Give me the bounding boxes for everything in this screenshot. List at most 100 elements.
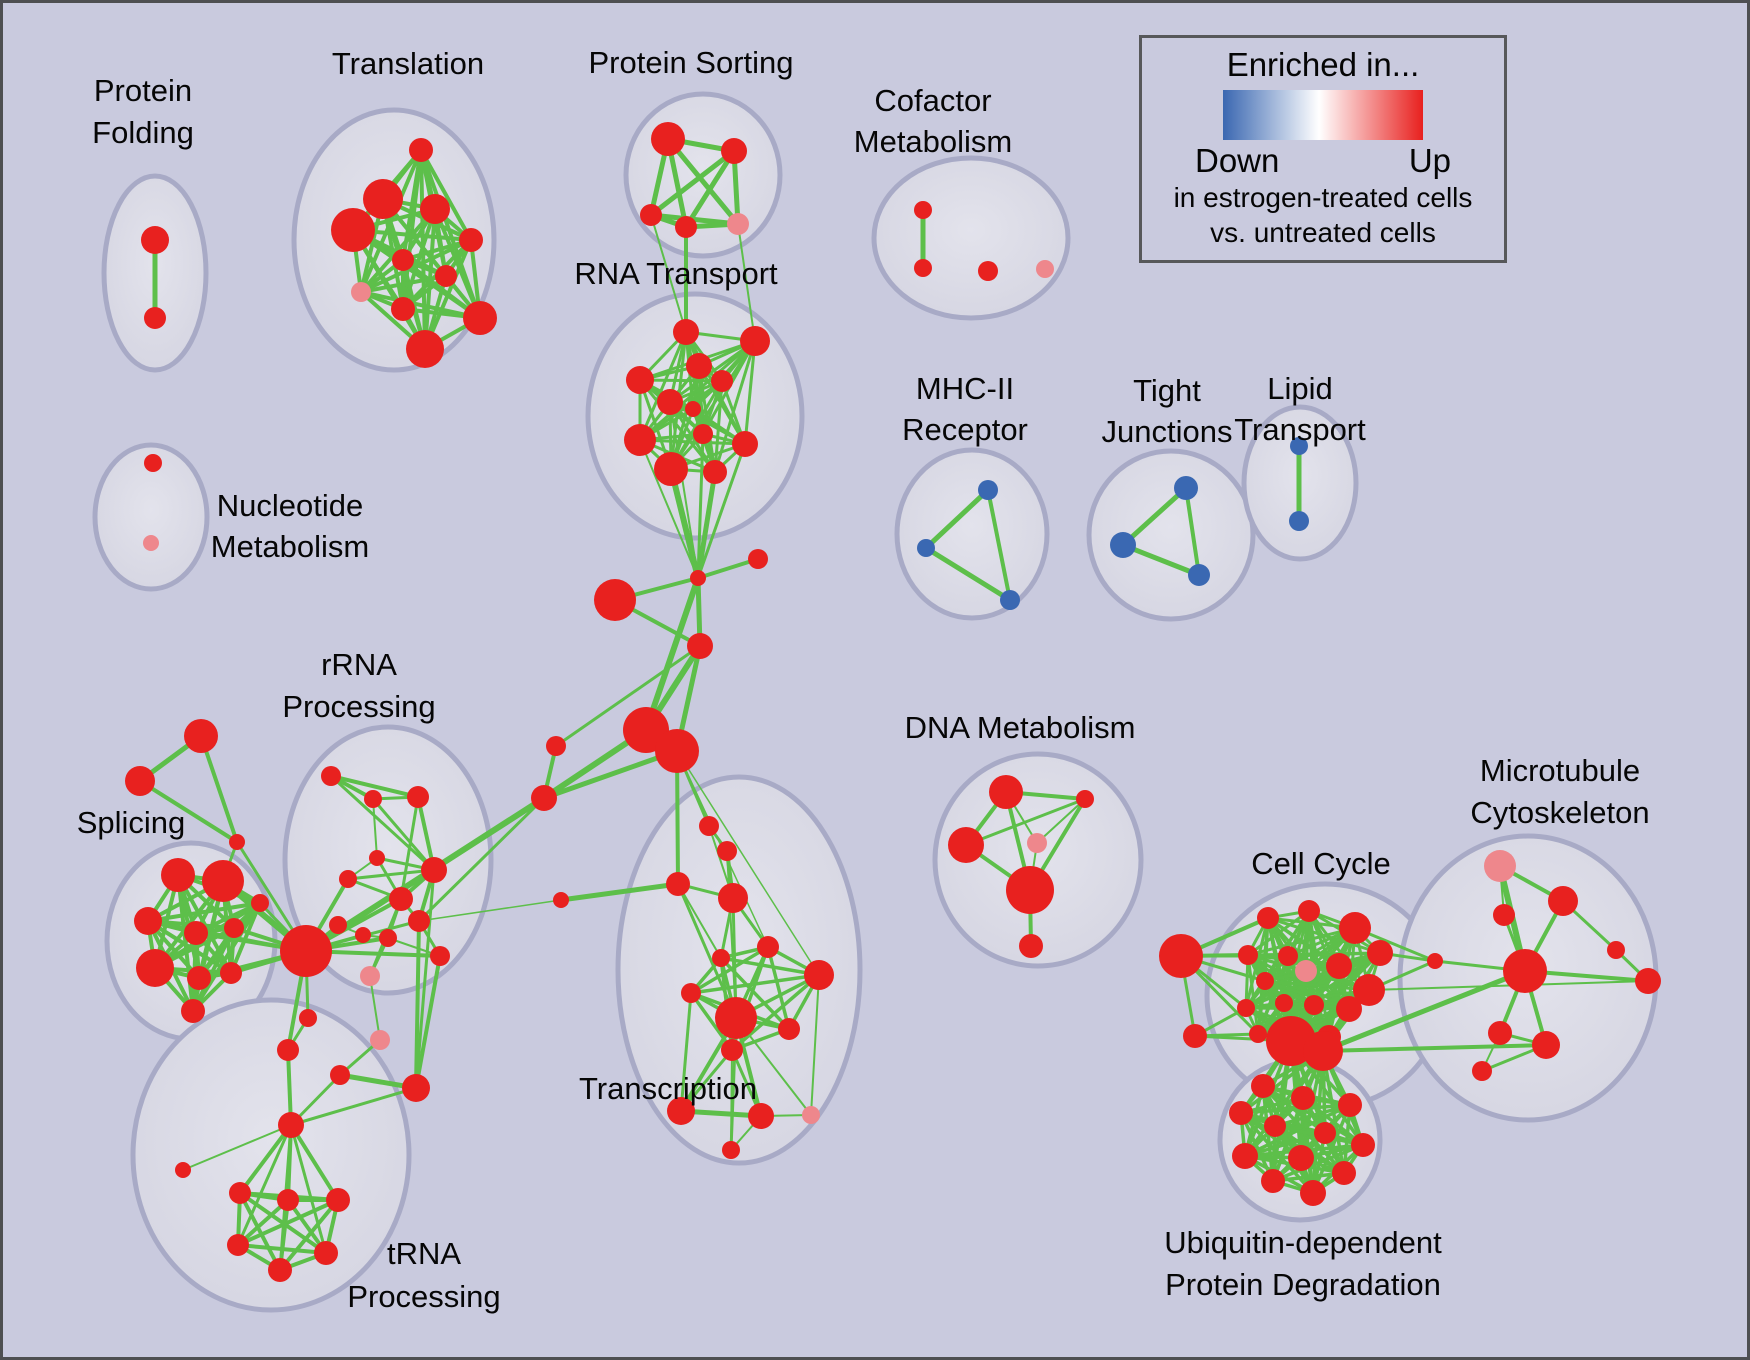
gene-set-node	[143, 535, 159, 551]
gene-set-node	[732, 431, 758, 457]
network-nodes	[125, 122, 1661, 1282]
legend: Enriched in... Down Up in estrogen-treat…	[1139, 35, 1507, 263]
network-edge	[665, 136, 741, 227]
cluster-label-nucleotide-metabolism: Metabolism	[211, 529, 370, 564]
gene-set-node	[355, 927, 371, 943]
cluster-label-translation: Translation	[332, 46, 484, 81]
gene-set-node	[1304, 995, 1324, 1015]
gene-set-node	[370, 1030, 390, 1050]
gene-set-node	[722, 1141, 740, 1159]
gene-set-node	[1275, 994, 1293, 1012]
gene-set-node	[715, 997, 757, 1039]
cluster-ellipse-nucleotide-metabolism	[92, 442, 210, 592]
cluster-label-mhc-ii-receptor: Receptor	[902, 412, 1028, 447]
network-edge	[1036, 798, 1086, 844]
cluster-label-splicing: Splicing	[77, 805, 186, 840]
cluster-label-lipid-transport: Transport	[1234, 412, 1366, 447]
gene-set-node	[331, 208, 375, 252]
gene-set-node	[229, 1182, 251, 1204]
network-edge	[146, 919, 308, 953]
gene-set-node	[1159, 934, 1203, 978]
network-edge	[1320, 968, 1528, 1054]
gene-set-node	[463, 301, 497, 335]
gene-set-node	[229, 834, 245, 850]
gene-set-node	[360, 966, 380, 986]
gene-set-node	[277, 1189, 299, 1211]
network-edge	[433, 207, 482, 320]
gene-set-node	[329, 916, 347, 934]
gene-set-node	[546, 736, 566, 756]
gene-set-node	[1548, 886, 1578, 916]
gene-set-node	[699, 816, 719, 836]
gene-set-node	[224, 918, 244, 938]
network-edge	[199, 734, 239, 844]
network-edge	[643, 575, 701, 733]
gene-set-node	[1110, 532, 1136, 558]
network-edge	[146, 901, 262, 923]
legend-up-label: Up	[1408, 142, 1451, 179]
network-edge	[743, 339, 757, 446]
gene-set-node	[673, 319, 699, 345]
network-edge	[1263, 979, 1351, 1011]
cluster-label-rrna-processing: rRNA	[321, 647, 397, 682]
gene-set-node	[330, 1065, 350, 1085]
gene-set-node	[711, 370, 733, 392]
network-edge	[236, 1198, 290, 1247]
network-edge	[371, 797, 436, 872]
gene-set-node	[655, 729, 699, 773]
gene-set-node	[740, 326, 770, 356]
network-edge	[1120, 485, 1189, 548]
gene-set-node	[721, 1039, 743, 1061]
network-edge	[696, 442, 747, 580]
network-edge	[369, 975, 381, 1041]
gene-set-node	[1427, 953, 1443, 969]
cluster-label-protein-folding: Folding	[92, 115, 194, 150]
gene-set-node	[1472, 1061, 1492, 1081]
network-edge	[648, 148, 737, 218]
gene-set-node	[1314, 1122, 1336, 1144]
network-edge	[810, 974, 820, 1116]
network-edge	[554, 644, 702, 748]
gene-set-node	[175, 1162, 191, 1178]
gene-set-node	[948, 827, 984, 863]
gene-set-node	[553, 892, 569, 908]
network-edge	[639, 439, 699, 579]
gene-set-node	[1353, 974, 1385, 1006]
gene-set-node	[657, 389, 683, 415]
gene-set-node	[1635, 968, 1661, 994]
gene-set-node	[1238, 945, 1258, 965]
network-edge	[668, 339, 757, 404]
network-edge	[236, 1198, 340, 1247]
cluster-label-microtubule-cytoskeleton: Microtubule	[1480, 753, 1640, 788]
gene-set-node	[685, 401, 701, 417]
legend-subtitle-line1: in estrogen-treated cells	[1173, 182, 1473, 213]
network-edge	[191, 901, 262, 1013]
network-edge	[238, 1123, 293, 1195]
gene-set-node	[914, 201, 932, 219]
gene-set-node	[667, 1097, 695, 1125]
gene-set-node	[321, 766, 341, 786]
gene-set-node	[748, 1103, 774, 1129]
gene-set-node	[421, 857, 447, 883]
network-edge	[418, 899, 562, 922]
gene-set-node	[1188, 564, 1210, 586]
gene-set-node	[1257, 907, 1279, 929]
gene-set-node	[125, 766, 155, 796]
network-edge	[669, 401, 699, 579]
cluster-label-ubiquitin-degradation: Ubiquitin-dependent	[1164, 1225, 1442, 1260]
network-edge	[1120, 542, 1202, 578]
network-edge	[1263, 979, 1371, 992]
gene-set-node	[718, 883, 748, 913]
network-edge	[676, 750, 820, 976]
gene-set-node	[624, 424, 656, 456]
network-edge	[986, 488, 1012, 602]
cluster-ellipse-cofactor-metabolism	[871, 155, 1071, 321]
cluster-label-mhc-ii-receptor: MHC-II	[916, 371, 1014, 406]
network-edge	[923, 545, 1013, 603]
network-edge	[696, 432, 705, 580]
gene-set-node	[1336, 996, 1362, 1022]
network-edge	[372, 798, 378, 859]
gene-set-node	[626, 366, 654, 394]
gene-set-node	[363, 179, 403, 219]
